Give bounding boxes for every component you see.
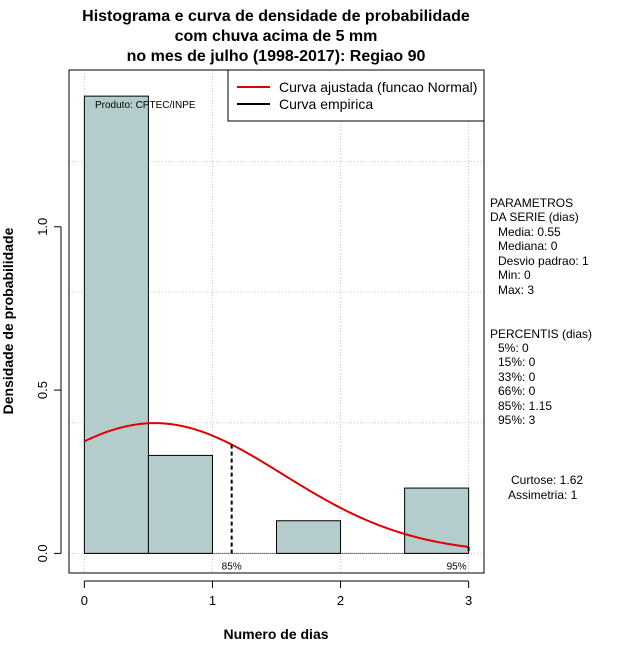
percentile-66: 66%: 0 [498, 384, 536, 398]
x-axis-label: Numero de dias [223, 626, 328, 642]
percentis-title: PERCENTIS (dias) [490, 327, 592, 341]
legend-box [227, 69, 485, 122]
series-parameters-panel: PARAMETROS DA SERIE (dias) Media: 0.55 M… [490, 196, 589, 297]
percentile-85: 85%: 1.15 [498, 399, 552, 413]
histogram-bars [83, 95, 470, 554]
shape-stats-panel: Curtose: 1.62 Assimetria: 1 [508, 473, 583, 502]
x-tick-label-0: 0 [81, 593, 88, 608]
legend: Curva ajustada (funcao Normal) Curva emp… [227, 69, 485, 122]
y-tick-label-1: 0.5 [35, 381, 50, 399]
axes: 0 1 2 3 0.0 0.5 1.0 [35, 218, 472, 608]
parametros-title-2: DA SERIE (dias) [490, 210, 579, 224]
percentile-markers: 85% 95% [222, 444, 470, 572]
param-max: Max: 3 [498, 283, 534, 297]
histogram-bar-5 [404, 487, 470, 554]
histogram-bar-0 [83, 95, 149, 554]
percentile-33: 33%: 0 [498, 370, 536, 384]
x-tick-label-2: 2 [337, 593, 344, 608]
chart-title-line-3: no mes de julho (1998-2017): Regiao 90 [127, 48, 426, 65]
chart-title-line-1: Histograma e curva de densidade de proba… [82, 8, 470, 25]
percentile-marker-label-1: 95% [447, 561, 467, 572]
normal-fit-curve [83, 422, 469, 548]
percentile-15: 15%: 0 [498, 355, 536, 369]
chart-title-line-2: com chuva acima de 5 mm [175, 28, 378, 45]
param-media: Media: 0.55 [498, 225, 561, 239]
param-min: Min: 0 [498, 268, 531, 282]
param-desvio: Desvio padrao: 1 [498, 254, 589, 268]
percentiles-panel: PERCENTIS (dias) 5%: 0 15%: 0 33%: 0 66%… [490, 327, 592, 427]
param-mediana: Mediana: 0 [498, 239, 558, 253]
credit-label: Produto: CPTEC/INPE [95, 100, 196, 111]
x-tick-label-1: 1 [209, 593, 216, 608]
percentile-5: 5%: 0 [498, 341, 529, 355]
y-axis-label: Densidade de probabilidade [0, 227, 16, 414]
histogram-bar-1 [147, 454, 213, 554]
legend-normal-label: Curva ajustada (funcao Normal) [279, 79, 477, 95]
percentile-marker-label-0: 85% [222, 561, 242, 572]
legend-empirical-label: Curva empirica [279, 96, 373, 112]
y-tick-label-0: 0.0 [35, 544, 50, 562]
histogram-bar-3 [276, 520, 342, 554]
curtose-value: Curtose: 1.62 [511, 473, 583, 487]
y-tick-label-2: 1.0 [35, 218, 50, 236]
normal-curve-layer [83, 422, 469, 548]
assimetria-value: Assimetria: 1 [508, 488, 578, 502]
x-tick-label-3: 3 [465, 593, 472, 608]
percentile-95: 95%: 3 [498, 413, 536, 427]
parametros-title-1: PARAMETROS [490, 196, 573, 210]
